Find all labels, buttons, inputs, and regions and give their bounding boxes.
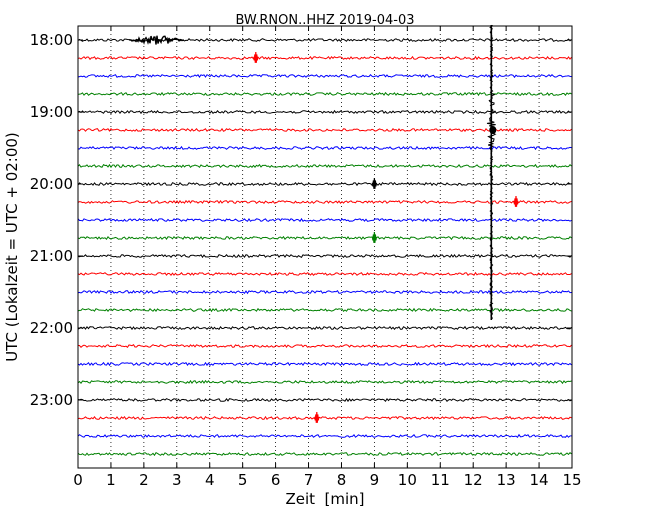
y-tick-label-2100: 21:00 [30,247,73,265]
x-tick-label-6: 6 [271,471,281,489]
trace-1930 [77,145,572,151]
x-tick-label-0: 0 [73,471,83,489]
event-spike-3 [513,195,519,207]
trace-2100 [77,253,572,259]
x-tick-label-4: 4 [205,471,215,489]
x-tick-label-11: 11 [431,471,450,489]
grid-lines [110,26,540,468]
event-spike-1 [253,51,259,63]
seismic-events [128,24,519,423]
x-tick-label-13: 13 [497,471,516,489]
trace-2300 [77,397,572,403]
x-axis-label: Zeit [min] [285,490,364,508]
y-tick-label-1800: 18:00 [30,31,73,49]
trace-2045 [77,235,572,241]
y-tick-label-1900: 19:00 [30,103,73,121]
event-spike-5 [314,411,320,423]
x-axis-ticks: 0 1 2 3 4 5 6 7 8 9 10 11 12 13 14 15 [73,26,582,489]
event-noise-burst-0 [128,35,185,45]
y-axis-ticks: 18:00 19:00 20:00 21:00 22:00 23:00 [30,31,572,409]
trace-2230 [77,361,572,367]
trace-2145 [77,307,572,313]
trace-2130 [77,289,572,295]
trace-1900 [77,109,572,115]
trace-2115 [77,271,572,277]
trace-1800 [77,38,572,43]
x-tick-label-9: 9 [370,471,380,489]
trace-2030 [77,217,572,223]
trace-1915 [77,127,572,133]
x-tick-label-15: 15 [562,471,581,489]
trace-2245 [77,379,572,385]
trace-2215 [78,343,572,349]
x-tick-label-8: 8 [337,471,347,489]
trace-1815 [77,55,572,61]
y-tick-label-2000: 20:00 [30,175,73,193]
y-axis-label: UTC (Lokalzeit = UTC + 02:00) [3,132,21,362]
x-tick-label-14: 14 [530,471,549,489]
x-tick-label-10: 10 [398,471,417,489]
x-tick-label-5: 5 [238,471,248,489]
trace-1945 [77,163,572,169]
event-spike-4 [371,231,377,243]
x-tick-label-12: 12 [464,471,483,489]
trace-2345 [77,451,572,457]
event-spike-2 [371,177,377,189]
trace-1830 [77,74,572,79]
x-tick-label-3: 3 [172,471,182,489]
chart-title: BW.RNON..HHZ 2019-04-03 [235,13,414,28]
trace-2200 [77,325,572,331]
event-earthquake-wave [486,24,497,320]
trace-2000 [77,181,572,187]
x-tick-label-2: 2 [139,471,149,489]
x-tick-label-1: 1 [106,471,116,489]
y-tick-label-2300: 23:00 [30,391,73,409]
plot-frame [77,25,573,469]
y-tick-label-2200: 22:00 [30,319,73,337]
trace-2015 [77,199,572,205]
event-earthquake-peak [489,126,497,134]
trace-2330 [77,433,572,439]
trace-2315 [77,415,572,421]
seismic-traces [77,38,572,457]
trace-1845 [77,91,572,97]
x-tick-label-7: 7 [304,471,314,489]
